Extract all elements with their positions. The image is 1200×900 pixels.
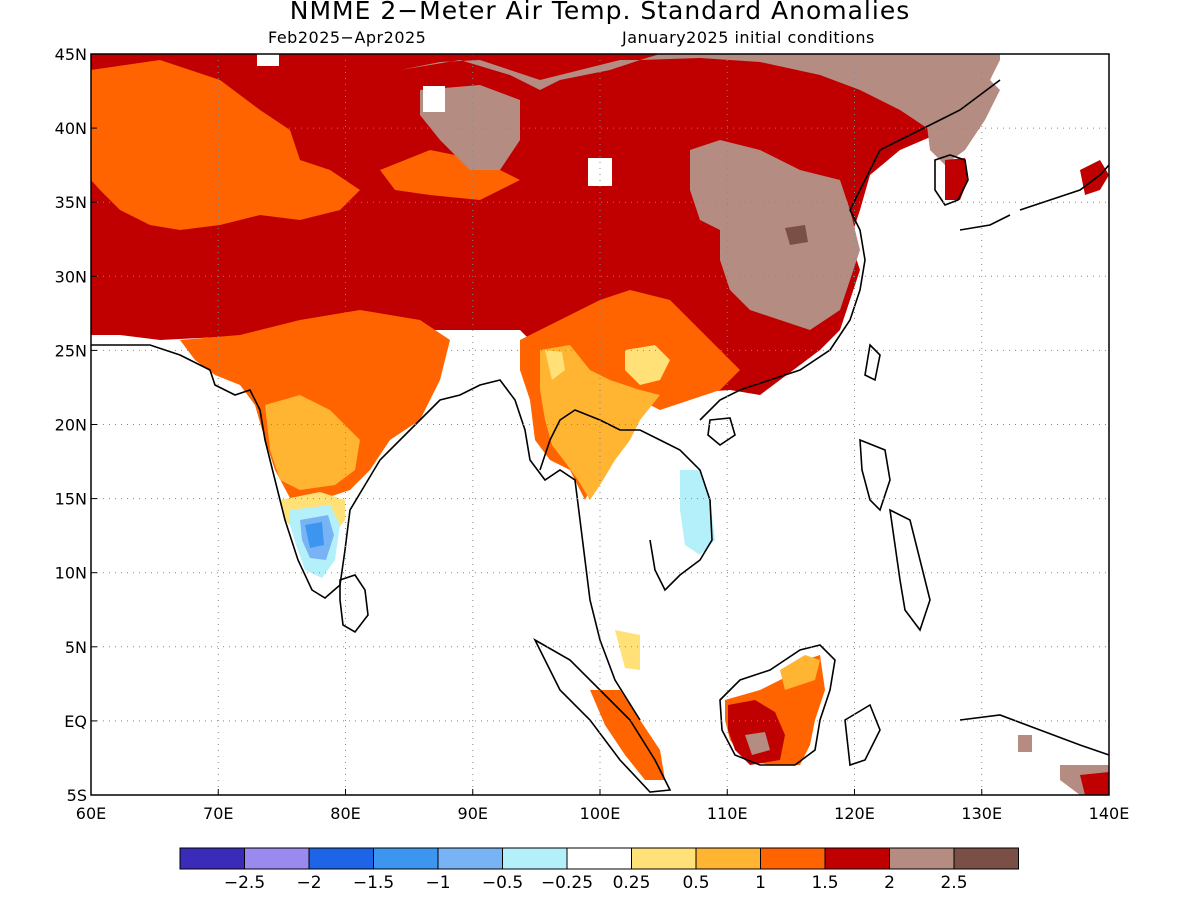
anomaly-region-brown-mongolia [400, 54, 1000, 140]
lon-tick-label: 120E [834, 804, 875, 823]
lat-tick-label: 5S [67, 786, 87, 805]
legend-label: −0.25 [541, 873, 593, 893]
anomaly-region-brown-korea [925, 80, 1000, 165]
lon-tick-label: 130E [961, 804, 1002, 823]
lon-tick-label: 80E [330, 804, 360, 823]
lat-tick-label: 20N [55, 416, 87, 435]
legend-label: 1.5 [811, 873, 838, 893]
legend-swatch [695, 847, 761, 870]
legend-swatch [308, 847, 374, 870]
lat-tick-label: 30N [55, 267, 87, 286]
legend-swatch [953, 847, 1019, 870]
legend-swatch [631, 847, 697, 870]
lat-tick-label: 25N [55, 341, 87, 360]
lat-tick-label: 10N [55, 564, 87, 583]
legend-swatch [437, 847, 503, 870]
legend-swatch [244, 847, 310, 870]
lat-tick-label: EQ [64, 712, 87, 731]
lon-tick-label: 60E [76, 804, 106, 823]
legend-label: −2.5 [224, 873, 265, 893]
anomaly-region-lightorange-borneo [780, 655, 820, 690]
lon-tick-label: 100E [580, 804, 621, 823]
lat-tick-label: 15N [55, 490, 87, 509]
anomaly-region-brown-moluccas [1018, 735, 1032, 752]
legend-label: 2 [884, 873, 895, 893]
lon-tick-label: 140E [1089, 804, 1130, 823]
legend-swatch [760, 847, 826, 870]
lat-tick-label: 35N [55, 193, 87, 212]
lat-tick-label: 5N [65, 638, 87, 657]
anomaly-region-darkred-japan [1080, 160, 1109, 195]
anomaly-region-blue-india [305, 522, 324, 548]
legend-label: −1.5 [353, 873, 394, 893]
legend-label: 1 [755, 873, 766, 893]
anomaly-region-orange-nw [91, 60, 360, 230]
color-legend: −2.5 −2 −1.5 −1 −0.5 −0.25 0.25 0.5 1 1.5 2 2.5 [179, 847, 1019, 893]
anomaly-region-darkred-korea [945, 158, 968, 200]
coastlines [91, 79, 1109, 793]
latitude-axis: 45N 40N 35N 30N 25N 20N 15N 10N 5N EQ 5S [55, 45, 97, 805]
legend-label: 0.25 [613, 873, 651, 893]
anomaly-region-darkred-newguinea [1080, 772, 1109, 795]
legend-label: −1 [425, 873, 450, 893]
legend-label: 0.5 [682, 873, 709, 893]
anomaly-region-darkred-borneo [728, 700, 785, 765]
legend-label: −0.5 [482, 873, 523, 893]
anomaly-region-orange-sumatra [590, 690, 665, 780]
anomaly-region-lightorange-indochina [540, 345, 660, 500]
anomaly-region-yellow-malaya [615, 630, 640, 670]
legend-swatch [824, 847, 890, 870]
anomaly-region-darkbrown-china [785, 225, 808, 245]
legend-swatch [889, 847, 955, 870]
legend-label: 2.5 [940, 873, 967, 893]
legend-swatch [502, 847, 568, 870]
lat-tick-label: 45N [55, 45, 87, 64]
legend-swatch [566, 847, 632, 870]
anomaly-field [91, 54, 1109, 795]
legend-swatch [373, 847, 439, 870]
map-title: NMME 2−Meter Air Temp. Standard Anomalie… [289, 0, 911, 25]
anomaly-region-yellow-indochina [545, 345, 670, 385]
longitude-axis: 60E 70E 80E 90E 100E 110E 120E 130E 140E [76, 789, 1130, 823]
initial-conditions-label: January2025 initial conditions [622, 28, 875, 47]
period-label: Feb2025−Apr2025 [268, 28, 427, 47]
lon-tick-label: 90E [458, 804, 488, 823]
anomaly-region-lightorange-india [265, 395, 360, 490]
lon-tick-label: 70E [203, 804, 233, 823]
legend-swatch [179, 847, 245, 870]
legend-label: −2 [296, 873, 321, 893]
anomaly-region-brown-china-central [690, 140, 860, 330]
lat-tick-label: 40N [55, 119, 87, 138]
anomaly-region-brown-borneo [745, 732, 770, 755]
lon-tick-label: 110E [707, 804, 748, 823]
